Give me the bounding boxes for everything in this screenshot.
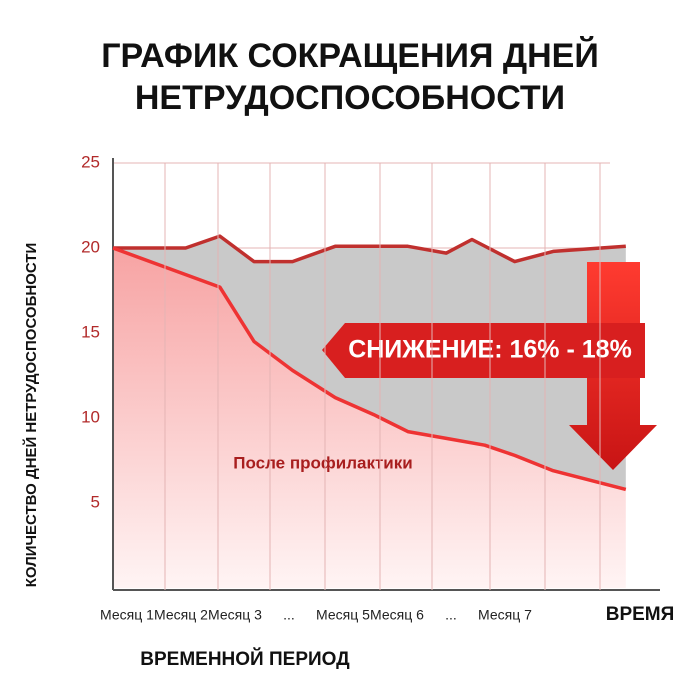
grid-verticals bbox=[164, 163, 601, 590]
x-tick-label: Месяц 7 bbox=[478, 607, 532, 623]
x-tick-label: ... bbox=[283, 607, 295, 623]
y-tick-label: 5 bbox=[91, 492, 100, 511]
x-tick-label: Месяц 3 bbox=[208, 607, 262, 623]
x-axis-label: ВРЕМЕННОЙ ПЕРИОД bbox=[140, 648, 350, 670]
y-tick-label: 25 bbox=[81, 152, 100, 171]
chart-title: ГРАФИК СОКРАЩЕНИЯ ДНЕЙ bbox=[101, 36, 599, 75]
y-tick-label: 10 bbox=[81, 407, 100, 426]
line-series bbox=[112, 246, 627, 492]
x-axis-end-label: ВРЕМЯ bbox=[606, 604, 675, 625]
x-tick-label: Месяц 2 bbox=[154, 607, 208, 623]
x-tick-label: Месяц 5 bbox=[316, 607, 370, 623]
y-tick-label: 20 bbox=[81, 237, 100, 256]
y-axis-label: КОЛИЧЕСТВО ДНЕЙ НЕТРУДОСПОСОБНОСТИ bbox=[22, 243, 40, 588]
chart-title: НЕТРУДОСПОСОБНОСТИ bbox=[135, 79, 565, 117]
line-series bbox=[113, 234, 626, 264]
x-tick-label: Месяц 6 bbox=[370, 607, 424, 623]
area-below bbox=[113, 248, 626, 588]
x-tick-label: ... bbox=[445, 607, 457, 623]
y-tick-label: 15 bbox=[81, 322, 100, 341]
banner bbox=[322, 323, 645, 378]
x-tick-label: Месяц 1 bbox=[100, 607, 154, 623]
legend-label: После профилактики bbox=[233, 453, 412, 472]
